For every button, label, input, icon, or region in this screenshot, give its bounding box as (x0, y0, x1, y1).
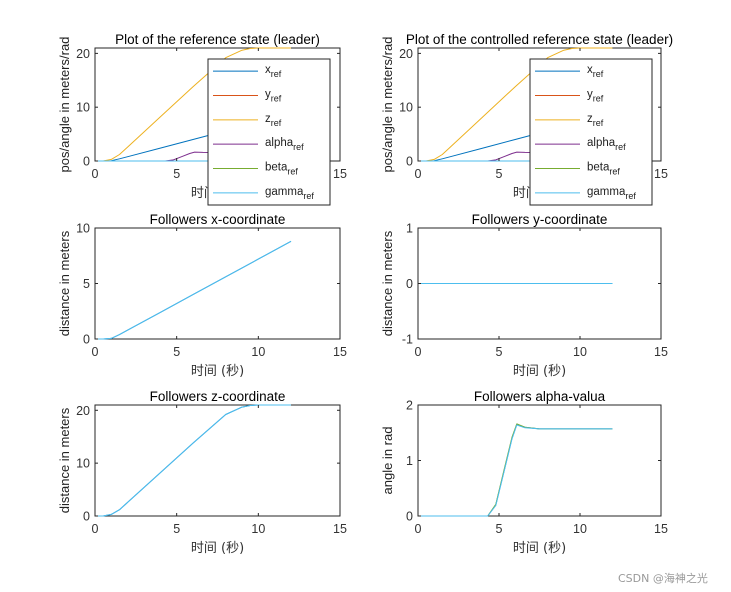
x-tick-label: 10 (573, 345, 587, 359)
legend-label-z: zref (587, 113, 604, 128)
y-tick-label: 20 (399, 47, 413, 61)
legend-label-alpha: alpharef (587, 137, 626, 152)
legend: xref yref zref alpharef betaref gammaref (529, 58, 653, 206)
axes-box (94, 227, 341, 340)
series-group (95, 240, 292, 340)
legend-box (529, 58, 653, 206)
x-tick-label: 0 (415, 345, 422, 359)
x-tick-label: 15 (333, 167, 347, 181)
x-tick-label: 5 (173, 345, 180, 359)
y-axis-label: distance in meters (57, 230, 72, 336)
legend-label-alpha: alpharef (265, 137, 304, 152)
subplot-followers-x: 0 5 10 15 0 5 10 Followers x-coordinate 时间 (秒) di… (57, 212, 347, 379)
x-tick-label: 15 (654, 522, 668, 536)
chart-title: Plot of the reference state (leader) (115, 32, 320, 47)
chart-title: Plot of the controlled reference state (… (406, 32, 673, 47)
y-tick-label: 20 (76, 404, 90, 418)
x-tick-label: 0 (92, 522, 99, 536)
watermark: CSDN @海神之光 (618, 571, 708, 585)
legend-label-beta: betaref (587, 162, 620, 177)
legend-label-x: xref (265, 64, 282, 79)
legend-label-gamma: gammaref (587, 186, 636, 201)
series-line-follower-2 (95, 404, 291, 517)
x-tick-label: 5 (496, 167, 503, 181)
legend-label-beta: betaref (265, 162, 298, 177)
subplot-grid: 05101501020Plot of the reference state (… (57, 32, 673, 556)
x-axis-label: 时间 (秒) (513, 364, 566, 379)
series-group (95, 404, 291, 517)
y-axis-label: distance in meters (380, 230, 395, 336)
y-tick-label: 10 (76, 457, 90, 471)
x-tick-label: 10 (251, 345, 265, 359)
series-line-follower-3 (418, 424, 613, 517)
x-tick-label: 15 (333, 522, 347, 536)
x-tick-label: 5 (496, 522, 503, 536)
x-tick-label: 15 (654, 345, 668, 359)
y-tick-label: 5 (83, 277, 90, 291)
y-tick-label: 0 (83, 333, 90, 347)
legend: xref yref zref alpharef betaref gammaref (207, 58, 331, 206)
y-tick-label: 10 (76, 101, 90, 115)
y-tick-label: 10 (399, 101, 413, 115)
series-line-z_ref (95, 47, 291, 162)
y-tick-label: 1 (406, 222, 413, 236)
legend-label-z: zref (265, 113, 282, 128)
x-tick-label: 10 (573, 522, 587, 536)
y-axis-label: pos/angle in meters/rad (380, 37, 395, 173)
x-tick-label: 10 (251, 522, 265, 536)
chart-title: Followers z-coordinate (150, 389, 286, 404)
y-tick-label: -1 (402, 333, 413, 347)
subplot-followers-alpha: 0 5 10 15 0 1 2 Followers alpha-valua 时间 (秒) angl… (380, 389, 668, 556)
y-tick-label: 20 (76, 47, 90, 61)
x-tick-label: 0 (92, 167, 99, 181)
series-line-follower-2 (95, 240, 292, 340)
legend-label-y: yref (587, 89, 604, 104)
legend-box (207, 58, 331, 206)
subplot-ref-controlled: 05101501020Plot of the controlled refere… (380, 32, 673, 206)
x-tick-label: 15 (333, 345, 347, 359)
subplot-ref-leader: 05101501020Plot of the reference state (… (57, 32, 347, 206)
x-axis-label: 时间 (秒) (191, 541, 244, 556)
x-tick-label: 5 (173, 522, 180, 536)
x-tick-label: 0 (92, 345, 99, 359)
x-tick-label: 15 (654, 167, 668, 181)
axes-box (94, 404, 341, 517)
series-line-z_ref (418, 47, 613, 162)
x-tick-label: 5 (173, 167, 180, 181)
x-tick-label: 0 (415, 522, 422, 536)
y-tick-label: 0 (406, 155, 413, 169)
chart-title: Followers y-coordinate (472, 212, 608, 227)
legend-label-y: yref (265, 89, 282, 104)
legend-label-x: xref (587, 64, 604, 79)
axes-box (417, 404, 662, 517)
y-tick-label: 0 (83, 510, 90, 524)
x-axis-label: 时间 (秒) (191, 364, 244, 379)
y-axis-label: distance in meters (57, 407, 72, 513)
y-tick-label: 0 (406, 510, 413, 524)
x-tick-label: 5 (496, 345, 503, 359)
y-tick-label: 1 (406, 454, 413, 468)
series-group (418, 423, 613, 517)
y-tick-label: 2 (406, 399, 413, 413)
y-tick-label: 10 (76, 222, 90, 236)
x-axis-label: 时间 (秒) (513, 541, 566, 556)
y-tick-label: 0 (406, 277, 413, 291)
legend-label-gamma: gammaref (265, 186, 314, 201)
y-tick-label: 0 (83, 155, 90, 169)
chart-title: Followers alpha-valua (474, 389, 606, 404)
subplot-followers-z: 0 5 10 15 0 10 20 Followers z-coordinate 时间 (秒) d… (57, 389, 347, 556)
x-tick-label: 0 (415, 167, 422, 181)
y-axis-label: pos/angle in meters/rad (57, 37, 72, 173)
chart-title: Followers x-coordinate (150, 212, 286, 227)
y-axis-label: angle in rad (380, 427, 395, 495)
